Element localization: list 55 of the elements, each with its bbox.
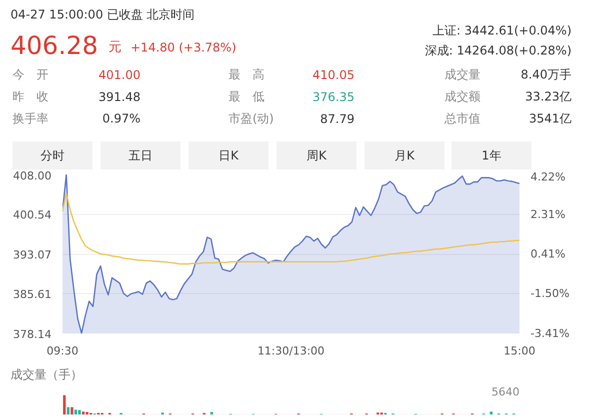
chart-title: 成交量（手） <box>10 368 82 382</box>
text: 日K <box>218 148 240 162</box>
y2-tick-label: 4.22% <box>530 170 566 184</box>
bar <box>70 407 74 414</box>
text: 391.48 <box>98 90 141 104</box>
text: 406.28 <box>10 31 98 60</box>
y2-tick-label: -1.50% <box>530 287 570 300</box>
y-tick-label: 400.54 <box>13 208 52 222</box>
bar <box>210 412 214 414</box>
y2-tick-label: 2.31% <box>530 208 566 221</box>
text: 换手率 <box>12 112 48 126</box>
text: 总市值 <box>444 112 480 126</box>
x-tick-label: 15:00 <box>504 344 536 358</box>
bar <box>490 412 492 414</box>
text: 376.35 <box>312 90 355 104</box>
text: 周K <box>306 148 328 162</box>
text: 上证: 3442.61(+0.04%) <box>432 24 572 38</box>
text: 元 <box>108 40 122 55</box>
text: 1年 <box>482 148 502 162</box>
text: 最 高 <box>228 68 264 82</box>
text: 月K <box>394 148 416 162</box>
y-tick-label: 385.61 <box>13 288 52 302</box>
text: 04-27 15:00:00 已收盘 北京时间 <box>10 8 195 22</box>
text: 0.97% <box>102 112 141 126</box>
text: 深成: 14264.08(+0.28%) <box>424 44 572 58</box>
text: 分时 <box>40 148 64 162</box>
line-series <box>62 192 520 265</box>
text: +14.80 (+3.78%) <box>130 40 236 54</box>
text: 410.05 <box>312 68 355 82</box>
text: 最 低 <box>228 90 264 104</box>
text: 市盈(动) <box>228 112 274 126</box>
y-tick-label: 393.07 <box>13 248 52 262</box>
y2-tick-label: 0.41% <box>530 247 566 260</box>
bar <box>78 410 81 414</box>
text: 昨 收 <box>12 90 48 104</box>
text: 成交额 <box>444 90 480 104</box>
y2-tick-label: -3.41% <box>530 327 570 340</box>
text: 401.00 <box>98 68 141 82</box>
bar <box>74 410 78 414</box>
text: 五日 <box>128 148 152 162</box>
y-tick-label: 378.14 <box>13 328 52 341</box>
bar <box>66 407 70 414</box>
text: 成交量 <box>444 68 480 82</box>
bar <box>86 412 88 414</box>
text: 33.23亿 <box>525 90 572 104</box>
bar <box>63 395 66 414</box>
text: 3541亿 <box>528 112 572 126</box>
x-tick-label: 11:30/13:00 <box>257 344 325 358</box>
annotation: 5640 <box>492 386 520 398</box>
text: 8.40万手 <box>520 68 572 82</box>
x-tick-label: 09:30 <box>46 344 78 358</box>
bar <box>82 412 85 414</box>
y-tick-label: 408.00 <box>13 170 52 182</box>
text: 今 开 <box>12 68 48 82</box>
text: 87.79 <box>320 112 355 126</box>
